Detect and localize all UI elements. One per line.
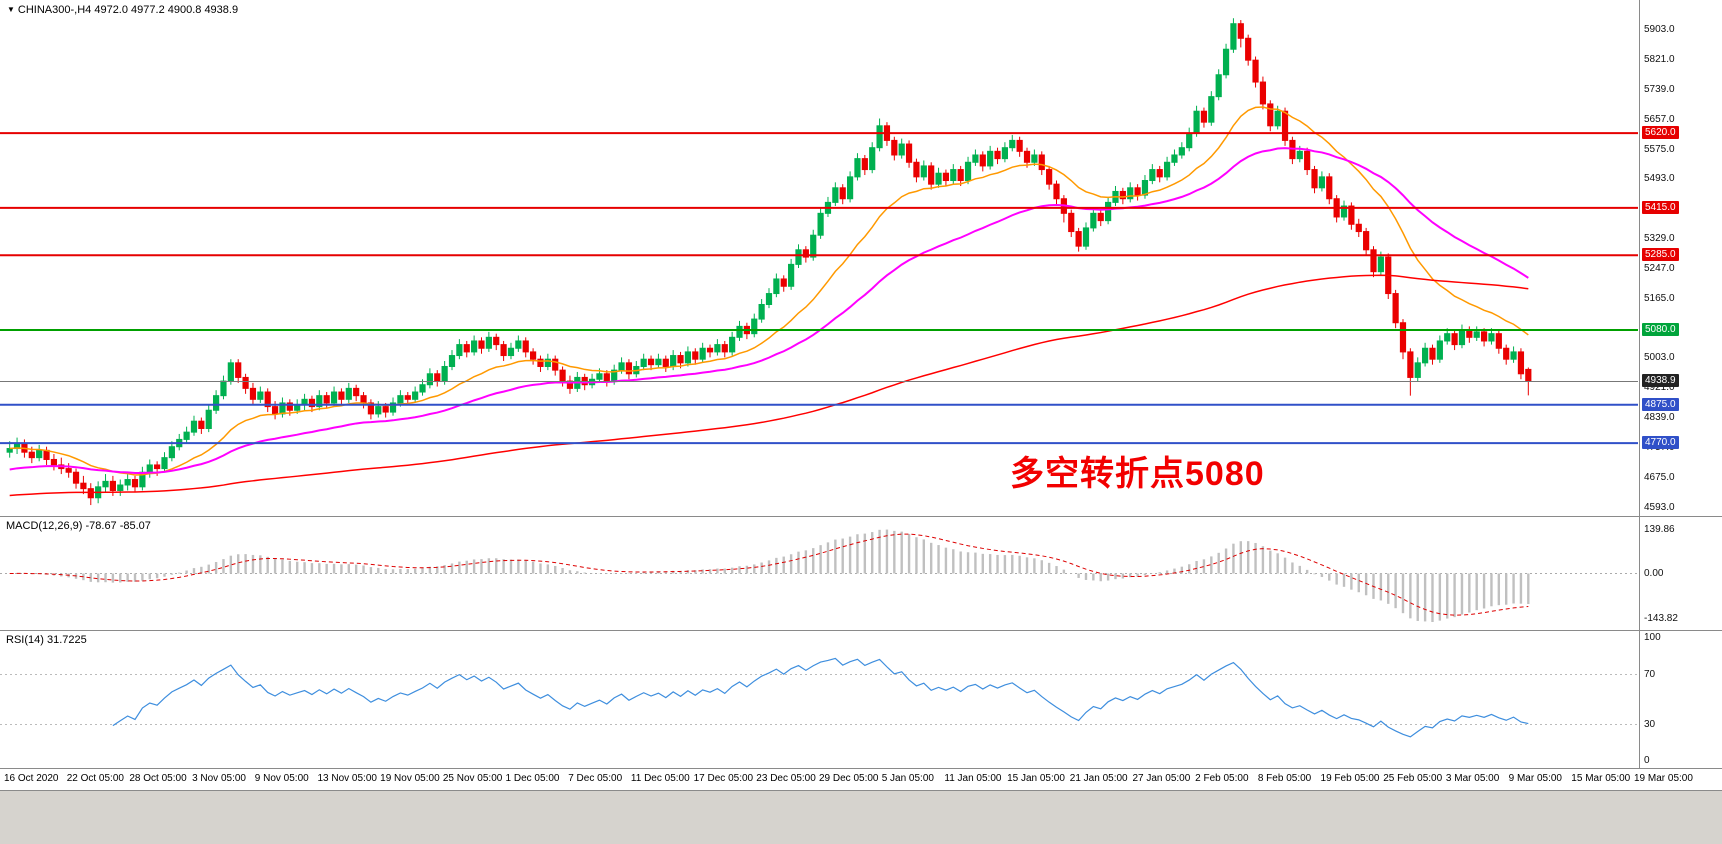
- bottom-bar: [0, 790, 1722, 844]
- price-badge-5285.0[interactable]: 5285.0: [1642, 248, 1679, 262]
- price-tick: 4839.0: [1644, 411, 1675, 423]
- pane-separator: [0, 768, 1722, 769]
- time-label: 15 Jan 05:00: [1007, 773, 1065, 784]
- price-tick: 5657.0: [1644, 113, 1675, 125]
- macd-title: MACD(12,26,9): [6, 520, 83, 532]
- time-label: 22 Oct 05:00: [66, 773, 124, 784]
- rsi-pane[interactable]: 100 70 30 0 RSI(14) 31.7225: [0, 631, 1722, 768]
- time-label: 9 Nov 05:00: [254, 773, 309, 784]
- macd-histogram: [15, 529, 1530, 622]
- time-label: 21 Jan 05:00: [1069, 773, 1128, 784]
- time-label: 13 Nov 05:00: [317, 773, 377, 784]
- time-label: 23 Dec 05:00: [756, 773, 816, 784]
- rsi-title: RSI(14): [6, 634, 44, 646]
- time-label: 11 Dec 05:00: [630, 773, 690, 784]
- time-label: 3 Mar 05:00: [1445, 773, 1500, 784]
- pane-separator: [0, 516, 1722, 517]
- price-tick: 5329.0: [1644, 233, 1675, 245]
- time-label: 11 Jan 05:00: [944, 773, 1002, 784]
- time-label: 25 Feb 05:00: [1383, 773, 1443, 784]
- symbol-ohlc-label: ▼ CHINA300-,H4 4972.0 4977.2 4900.8 4938.…: [7, 4, 238, 16]
- price-tick: 5003.0: [1644, 352, 1675, 364]
- price-tick: 5247.0: [1644, 263, 1675, 275]
- ma-slow-line: [9, 274, 1529, 497]
- time-label: 27 Jan 05:00: [1132, 773, 1191, 784]
- price-tick: 5739.0: [1644, 83, 1675, 95]
- rsi-tick: 100: [1644, 632, 1661, 643]
- ma-medium-line: [9, 147, 1529, 475]
- price-tick: 5821.0: [1644, 53, 1675, 65]
- main-chart-pane[interactable]: 5903.0 5821.0 5739.0 5657.0 5575.0 5493.0 5329…: [0, 0, 1722, 516]
- rsi-line: [112, 657, 1529, 738]
- candlestick-chart[interactable]: [0, 0, 1638, 516]
- time-label: 9 Mar 05:00: [1508, 773, 1562, 784]
- rsi-tick: 0: [1644, 755, 1650, 766]
- macd-axis[interactable]: 139.86 0.00 -143.82: [1639, 517, 1722, 630]
- rsi-chart[interactable]: [0, 631, 1638, 768]
- time-label: 2 Feb 05:00: [1195, 773, 1249, 784]
- time-label: 25 Nov 05:00: [442, 773, 503, 784]
- macd-tick: 0.00: [1644, 567, 1664, 579]
- symbol-ohlc-text: CHINA300-,H4 4972.0 4977.2 4900.8 4938.9: [17, 4, 239, 16]
- time-label: 1 Dec 05:00: [505, 773, 560, 784]
- macd-tick: 139.86: [1644, 523, 1675, 535]
- price-tick: 4921.0: [1644, 382, 1675, 393]
- price-badge-5415.0[interactable]: 5415.0: [1642, 200, 1679, 214]
- macd-chart[interactable]: [0, 517, 1638, 630]
- price-badge-4770.0[interactable]: 4770.0: [1642, 436, 1679, 450]
- time-label: 7 Dec 05:00: [568, 773, 623, 784]
- pane-separator: [0, 630, 1722, 631]
- time-label: 19 Mar 05:00: [1634, 773, 1693, 784]
- price-tick: 5493.0: [1644, 173, 1675, 185]
- price-badge-4875.0[interactable]: 4875.0: [1642, 397, 1679, 411]
- candles-layer: [6, 18, 1532, 506]
- price-badge-5080.0[interactable]: 5080.0: [1642, 323, 1679, 337]
- macd-values: -78.67 -85.07: [85, 520, 151, 532]
- annotation-text[interactable]: 多空转折点5080: [1010, 455, 1265, 493]
- rsi-value: 31.7225: [46, 634, 87, 646]
- macd-tick: -143.82: [1644, 612, 1678, 624]
- ma-fast-line: [9, 106, 1529, 476]
- rsi-tick: 30: [1644, 718, 1656, 730]
- time-label: 16 Oct 2020: [4, 773, 59, 784]
- time-label: 5 Jan 05:00: [881, 773, 934, 784]
- price-axis[interactable]: 5903.0 5821.0 5739.0 5657.0 5575.0 5493.0 5329…: [1639, 0, 1722, 516]
- price-tick: 5903.0: [1644, 23, 1675, 35]
- time-label: 8 Feb 05:00: [1257, 773, 1312, 784]
- time-label: 3 Nov 05:00: [192, 773, 246, 784]
- macd-pane[interactable]: 139.86 0.00 -143.82 MACD(12,26,9) -78.67 -…: [0, 517, 1722, 630]
- time-label: 29 Dec 05:00: [819, 773, 879, 784]
- rsi-label: RSI(14) 31.7225: [6, 634, 87, 646]
- time-label: 15 Mar 05:00: [1571, 773, 1631, 784]
- time-axis[interactable]: 16 Oct 2020 22 Oct 05:00 28 Oct 05:00 3 Nov…: [0, 769, 1722, 790]
- price-badge-5620.0[interactable]: 5620.0: [1642, 126, 1679, 140]
- price-tick: 5165.0: [1644, 293, 1675, 305]
- price-badge-4938.9[interactable]: 4938.9: [1642, 374, 1679, 388]
- triangle-down-icon: ▼: [7, 5, 15, 14]
- macd-signal-line: [9, 533, 1529, 616]
- price-tick: 4593.0: [1644, 501, 1675, 513]
- time-label: 17 Dec 05:00: [693, 773, 754, 784]
- price-tick: 5575.0: [1644, 143, 1675, 155]
- time-label: 28 Oct 05:00: [129, 773, 187, 784]
- price-tick: 4675.0: [1644, 471, 1675, 483]
- rsi-tick: 70: [1644, 668, 1656, 680]
- macd-label: MACD(12,26,9) -78.67 -85.07: [6, 520, 151, 532]
- rsi-axis[interactable]: 100 70 30 0: [1639, 631, 1722, 768]
- time-label: 19 Nov 05:00: [380, 773, 440, 784]
- time-label: 19 Feb 05:00: [1320, 773, 1380, 784]
